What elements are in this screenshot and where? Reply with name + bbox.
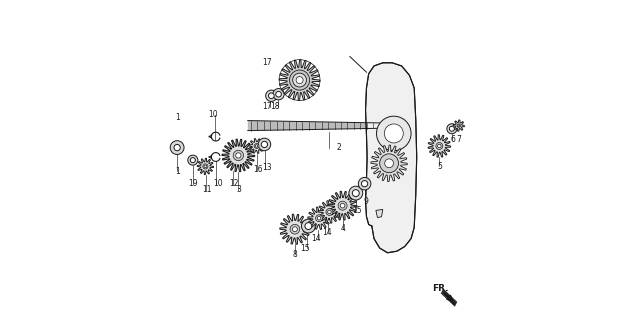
Circle shape <box>376 116 411 151</box>
Text: 6: 6 <box>450 135 455 144</box>
Circle shape <box>383 157 396 170</box>
Circle shape <box>292 227 298 232</box>
Polygon shape <box>365 63 417 253</box>
Circle shape <box>305 223 312 230</box>
Circle shape <box>188 155 198 165</box>
Circle shape <box>258 138 271 151</box>
Polygon shape <box>376 209 383 218</box>
Circle shape <box>269 93 274 99</box>
Text: 17: 17 <box>262 102 271 111</box>
Text: 17: 17 <box>262 58 271 67</box>
Text: 2: 2 <box>337 143 341 152</box>
Polygon shape <box>280 214 310 244</box>
Circle shape <box>276 91 282 97</box>
Polygon shape <box>197 158 214 175</box>
Circle shape <box>255 145 258 147</box>
Circle shape <box>317 216 321 220</box>
Text: 7: 7 <box>456 135 461 144</box>
Circle shape <box>292 73 307 87</box>
Polygon shape <box>248 121 389 131</box>
Circle shape <box>204 165 207 168</box>
Circle shape <box>296 77 303 84</box>
Circle shape <box>289 70 310 90</box>
Polygon shape <box>318 201 340 223</box>
Text: 9: 9 <box>363 197 368 206</box>
Circle shape <box>384 124 403 143</box>
Circle shape <box>301 219 316 233</box>
Text: 3: 3 <box>236 186 241 194</box>
Circle shape <box>170 141 184 154</box>
Text: 4: 4 <box>341 224 346 233</box>
Circle shape <box>328 210 331 214</box>
Text: 1: 1 <box>175 113 179 122</box>
Circle shape <box>457 124 461 127</box>
Text: 12: 12 <box>229 179 239 188</box>
Circle shape <box>340 203 345 208</box>
Circle shape <box>290 225 300 234</box>
Polygon shape <box>389 123 394 128</box>
Text: 8: 8 <box>292 250 297 259</box>
Polygon shape <box>442 291 457 306</box>
Polygon shape <box>249 138 264 154</box>
Circle shape <box>254 143 259 149</box>
Circle shape <box>358 177 371 190</box>
Circle shape <box>203 164 208 169</box>
Text: 16: 16 <box>253 165 262 174</box>
Circle shape <box>233 150 244 161</box>
Text: 11: 11 <box>202 186 212 194</box>
Text: FR.: FR. <box>433 284 449 293</box>
Text: 1: 1 <box>175 167 179 176</box>
Circle shape <box>380 154 399 173</box>
Text: 10: 10 <box>209 110 218 119</box>
Text: 14: 14 <box>322 228 332 237</box>
Circle shape <box>190 158 195 163</box>
Circle shape <box>273 89 284 100</box>
Text: 19: 19 <box>188 179 198 188</box>
Circle shape <box>174 144 180 151</box>
Text: 15: 15 <box>300 244 310 252</box>
Polygon shape <box>308 207 330 230</box>
Polygon shape <box>428 135 451 157</box>
Text: 14: 14 <box>312 234 321 243</box>
Polygon shape <box>371 145 407 181</box>
Circle shape <box>316 215 323 222</box>
Text: 13: 13 <box>262 164 271 172</box>
Circle shape <box>362 181 368 187</box>
Circle shape <box>385 159 394 168</box>
Text: 10: 10 <box>213 179 223 188</box>
Polygon shape <box>453 120 465 131</box>
Circle shape <box>261 141 268 148</box>
Circle shape <box>436 143 443 149</box>
Circle shape <box>447 124 457 134</box>
Polygon shape <box>222 139 255 172</box>
Polygon shape <box>328 191 357 220</box>
Circle shape <box>326 208 333 215</box>
Circle shape <box>338 201 347 210</box>
Circle shape <box>458 125 460 127</box>
Circle shape <box>349 186 363 200</box>
Circle shape <box>386 160 392 167</box>
Circle shape <box>236 153 241 158</box>
Polygon shape <box>279 60 320 100</box>
Circle shape <box>266 90 277 101</box>
Circle shape <box>438 144 441 148</box>
Circle shape <box>449 126 454 131</box>
Text: 5: 5 <box>437 162 442 171</box>
Text: 15: 15 <box>352 206 362 215</box>
Circle shape <box>353 190 359 197</box>
Text: 18: 18 <box>271 102 280 111</box>
